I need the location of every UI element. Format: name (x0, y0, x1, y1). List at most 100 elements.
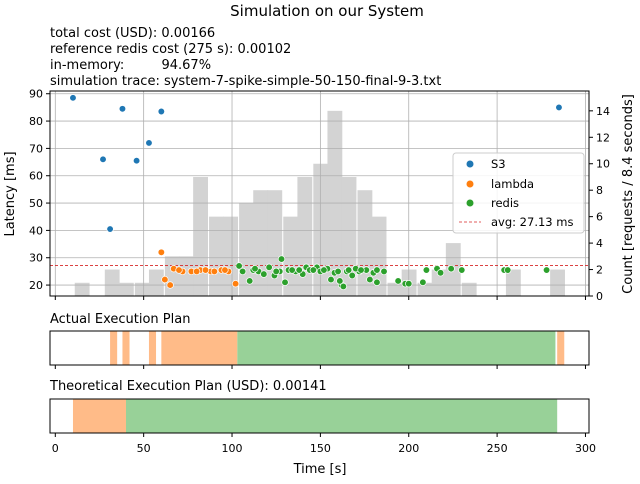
data-point-redis (447, 265, 455, 273)
x-tick-label: 300 (575, 442, 596, 455)
histogram-bar (104, 269, 120, 296)
data-point-lambda (231, 280, 240, 288)
data-point-redis (542, 266, 551, 274)
plan-segment-lambda (148, 331, 157, 365)
legend-marker-s3 (466, 160, 474, 168)
chart-title: Simulation on our System (230, 2, 424, 20)
data-point-redis (345, 266, 353, 274)
data-point-redis (504, 266, 512, 274)
histogram-bar (461, 282, 477, 296)
y2-tick-label: 12 (596, 131, 610, 144)
plan-segment-lambda (122, 331, 130, 365)
data-point-redis (419, 278, 427, 286)
data-point-redis (327, 275, 335, 284)
y2-tick-label: 10 (596, 158, 610, 171)
data-point-lambda (166, 281, 174, 289)
histogram-bar (431, 269, 447, 296)
data-point-redis (281, 278, 289, 286)
data-point-redis (348, 271, 356, 280)
histogram-bar (148, 269, 164, 296)
data-point-s3 (106, 225, 114, 233)
data-point-redis (288, 266, 296, 274)
y-tick-label: 60 (29, 170, 43, 183)
actual-plan-ticks (54, 365, 586, 369)
theoretical-plan-frame (49, 398, 590, 434)
histogram-bar (283, 216, 299, 296)
data-point-redis (334, 267, 342, 276)
data-point-redis (357, 266, 365, 274)
data-point-redis (238, 267, 247, 276)
data-point-redis (373, 266, 381, 274)
actual-plan-bars (110, 331, 565, 365)
data-point-s3 (145, 139, 153, 147)
histogram-bar (417, 282, 433, 296)
y-tick-label: 50 (29, 197, 43, 210)
y-tick-label: 40 (29, 224, 43, 237)
data-point-redis (260, 270, 268, 278)
histogram-bar (164, 256, 180, 296)
data-point-redis (246, 277, 254, 285)
histogram-bar (371, 216, 387, 296)
info-line: reference redis cost (275 s): 0.00102 (50, 42, 291, 57)
y2-tick-label: 8 (596, 184, 603, 197)
legend: S3 lambda redis avg: 27.13 ms (452, 152, 585, 234)
data-point-s3 (157, 107, 165, 116)
histogram-bar (550, 269, 565, 296)
legend-label-lambda: lambda (491, 177, 534, 191)
data-point-lambda (210, 267, 219, 276)
info-line: simulation trace: system-7-spike-simple-… (50, 74, 441, 89)
histogram-bar (253, 190, 269, 296)
x-tick-label: 200 (398, 442, 419, 455)
legend-marker-redis (466, 199, 474, 207)
histogram-bar (118, 282, 134, 296)
actual-plan-frame (49, 330, 590, 366)
plan-segment-lambda (557, 331, 565, 365)
data-point-redis (309, 266, 317, 274)
y-ticks: 20 30 40 50 60 70 80 90 (29, 88, 50, 292)
y2-ticks: 0 2 4 6 8 10 12 14 (589, 105, 610, 303)
x-axis-label: Time [s] (293, 462, 347, 477)
y2-tick-label: 6 (596, 211, 603, 224)
data-point-lambda (221, 266, 229, 274)
y-axis-label: Latency [ms] (3, 151, 18, 236)
histogram-bar (341, 176, 357, 296)
y2-axis-label: Count [requests / 8.4 seconds] (621, 94, 636, 294)
latency-plot: 20 30 40 50 60 70 80 90 0 2 4 6 8 10 12 14 Latency [ms… (3, 88, 636, 303)
data-point-lambda (201, 266, 210, 274)
info-line: total cost (USD): 0.00166 (50, 26, 215, 41)
plan-segment-lambda (72, 399, 126, 433)
data-point-redis (436, 269, 445, 277)
data-point-lambda (175, 266, 183, 274)
scatter-points (69, 94, 563, 291)
info-line: in-memory: 94.67% (50, 58, 211, 73)
data-point-redis (272, 267, 280, 276)
data-point-redis (295, 266, 303, 274)
plan-segment-redis (237, 331, 556, 365)
y-tick-label: 90 (29, 88, 43, 101)
plan-segment-lambda (110, 331, 118, 365)
info-block: total cost (USD): 0.00166 reference redi… (50, 26, 441, 89)
y2-tick-label: 2 (596, 264, 603, 277)
data-point-s3 (132, 157, 141, 165)
data-point-redis (458, 266, 466, 274)
y2-tick-label: 0 (596, 290, 603, 303)
data-point-redis (336, 277, 344, 285)
histogram-bar (193, 176, 208, 296)
legend-label-redis: redis (491, 196, 519, 210)
y-tick-label: 30 (29, 252, 43, 265)
data-point-s3 (118, 105, 127, 113)
plan-segment-lambda (161, 331, 238, 365)
main-frame (49, 90, 590, 297)
histogram-bar (209, 216, 224, 296)
data-point-lambda (157, 248, 165, 256)
legend-label-s3: S3 (491, 157, 506, 171)
data-point-s3 (555, 103, 563, 112)
legend-label-avg: avg: 27.13 ms (491, 215, 573, 229)
y-tick-label: 80 (29, 115, 43, 128)
data-point-s3 (99, 155, 107, 163)
x-ticks: 0 50 100 150 200 250 300 (52, 433, 596, 455)
data-point-redis (277, 255, 286, 263)
y-tick-label: 20 (29, 279, 43, 292)
